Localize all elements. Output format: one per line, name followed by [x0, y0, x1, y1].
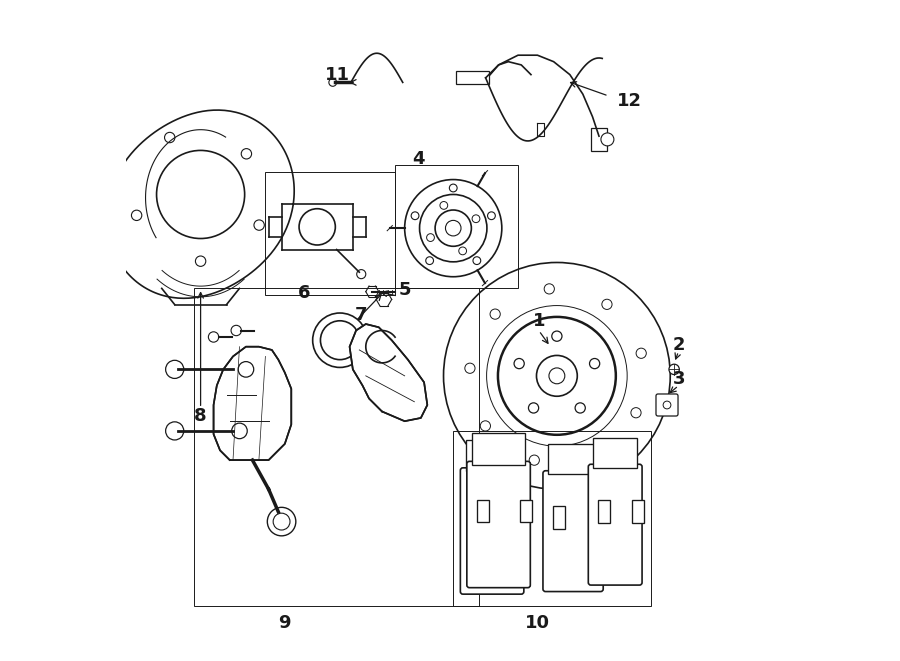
Bar [266, 172, 395, 295]
Bar [472, 433, 525, 465]
Circle shape [238, 362, 254, 377]
Bar [454, 431, 651, 605]
Circle shape [231, 423, 248, 439]
FancyBboxPatch shape [656, 394, 678, 416]
Bar [593, 506, 605, 529]
Text: 11: 11 [325, 65, 349, 84]
Bar [520, 500, 532, 522]
Circle shape [231, 325, 241, 336]
Circle shape [328, 79, 337, 87]
Circle shape [166, 422, 184, 440]
Text: 10: 10 [525, 614, 550, 633]
Text: 5: 5 [399, 282, 411, 299]
Text: 12: 12 [616, 91, 642, 110]
Bar [591, 128, 608, 151]
Bar [471, 506, 482, 529]
Circle shape [166, 360, 184, 379]
Text: 8: 8 [194, 407, 207, 425]
Bar [632, 500, 644, 523]
Text: 2: 2 [672, 336, 685, 354]
FancyBboxPatch shape [543, 471, 603, 592]
Bar [598, 500, 610, 523]
Circle shape [601, 133, 614, 146]
Bar [456, 71, 489, 85]
Polygon shape [349, 324, 427, 421]
Bar [395, 165, 518, 288]
Polygon shape [213, 346, 292, 460]
Text: 3: 3 [672, 370, 685, 388]
Bar [514, 506, 526, 529]
Text: 9: 9 [279, 614, 291, 633]
FancyBboxPatch shape [461, 468, 524, 594]
Text: 7: 7 [355, 306, 367, 324]
Bar [194, 288, 479, 605]
Circle shape [669, 364, 680, 375]
Bar [548, 444, 598, 474]
Bar [554, 506, 565, 529]
Bar [466, 440, 518, 471]
Bar [593, 438, 637, 467]
FancyBboxPatch shape [589, 464, 642, 585]
Bar [477, 500, 489, 522]
Text: 4: 4 [413, 150, 425, 168]
Circle shape [209, 332, 219, 342]
FancyBboxPatch shape [467, 461, 530, 588]
Circle shape [267, 508, 296, 536]
Text: 1: 1 [533, 312, 545, 330]
Text: 6: 6 [298, 284, 310, 302]
